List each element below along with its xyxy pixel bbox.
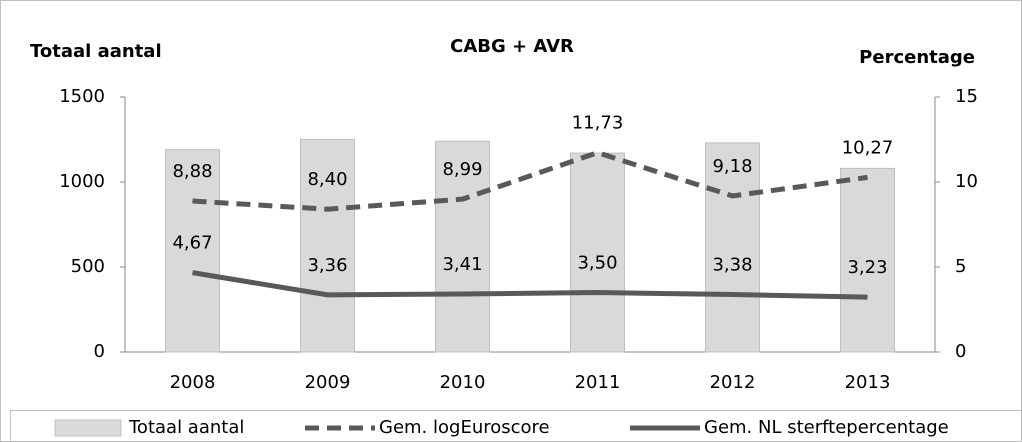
legend-label: Gem. logEuroscore xyxy=(379,417,550,438)
y2-tick-label: 10 xyxy=(955,171,978,192)
line xyxy=(192,270,868,300)
data-label: 8,99 xyxy=(442,159,482,180)
legend-swatch xyxy=(54,419,122,437)
data-label: 3,23 xyxy=(847,257,887,278)
bar xyxy=(435,140,490,353)
bar xyxy=(165,149,220,353)
data-label: 11,73 xyxy=(572,113,624,134)
y-tick-label: 0 xyxy=(94,341,105,362)
x-tick-label: 2012 xyxy=(710,372,756,393)
y2-tick-label: 0 xyxy=(955,341,966,362)
legend-label: Totaal aantal xyxy=(128,417,244,438)
bar xyxy=(705,142,760,353)
y2-axis-label: Percentage xyxy=(859,47,975,68)
data-label: 3,36 xyxy=(307,255,347,276)
data-label: 8,40 xyxy=(307,169,347,190)
x-tick-label: 2009 xyxy=(305,372,351,393)
y-tick-label: 500 xyxy=(71,256,105,277)
legend-label: Gem. NL sterftepercentage xyxy=(704,417,949,438)
y-tick-label: 1000 xyxy=(59,171,105,192)
data-label: 4,67 xyxy=(172,233,212,254)
y-tick-label: 1500 xyxy=(59,86,105,107)
y2-tick-label: 5 xyxy=(955,256,966,277)
data-label: 9,18 xyxy=(712,156,752,177)
data-label: 10,27 xyxy=(842,137,894,158)
x-tick-label: 2010 xyxy=(440,372,486,393)
bar xyxy=(840,167,895,353)
x-tick-label: 2011 xyxy=(575,372,621,393)
bar xyxy=(300,139,355,353)
y2-tick-label: 15 xyxy=(955,86,978,107)
y-axis-label: Totaal aantal xyxy=(30,41,162,62)
line xyxy=(192,149,868,212)
chart-title: CABG + AVR xyxy=(450,36,574,57)
data-label: 8,88 xyxy=(172,161,212,182)
x-tick-label: 2013 xyxy=(845,372,891,393)
x-tick-label: 2008 xyxy=(170,372,216,393)
data-label: 3,41 xyxy=(442,254,482,275)
data-label: 3,50 xyxy=(577,253,617,274)
data-label: 3,38 xyxy=(712,255,752,276)
bar xyxy=(570,152,625,353)
